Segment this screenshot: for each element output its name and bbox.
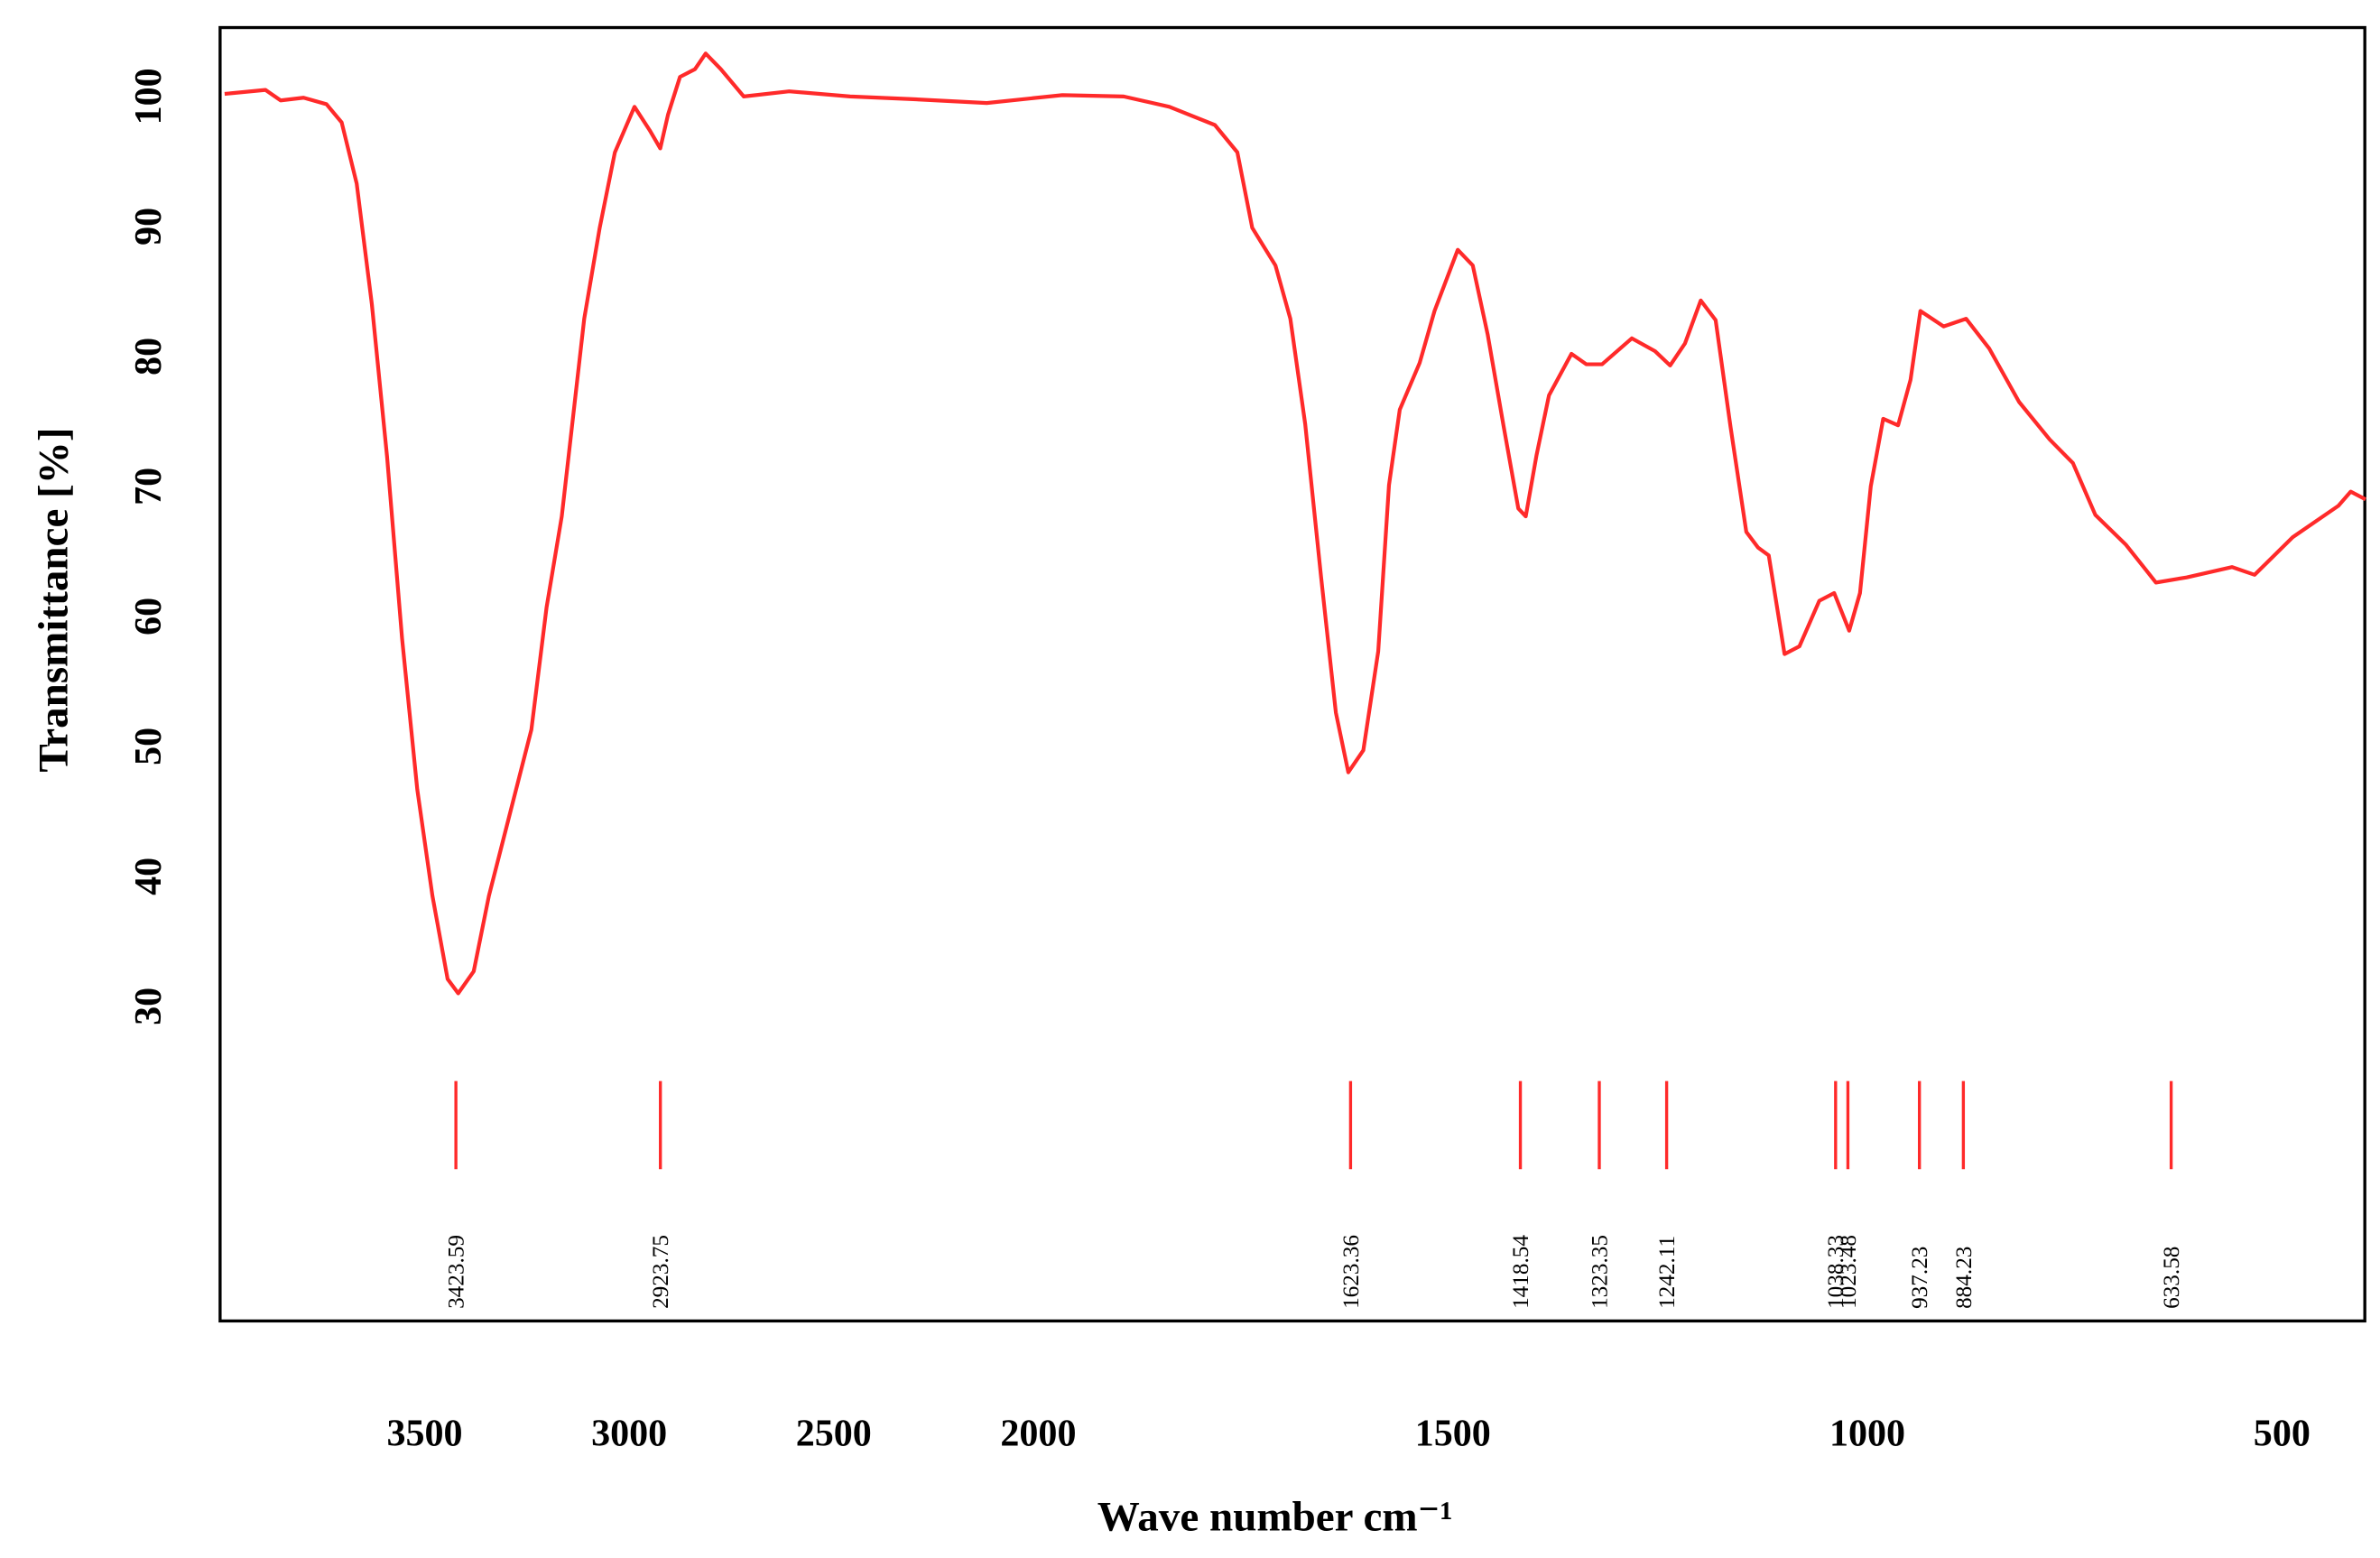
y-tick-label: 60: [128, 598, 170, 635]
peak-label: 1038.33: [1824, 1235, 1848, 1309]
x-tick-label: 500: [2254, 1413, 2311, 1454]
peak-label: 1418.54: [1509, 1235, 1533, 1309]
x-tick-label: 2000: [1000, 1413, 1076, 1454]
x-axis-title: Wave number cm⁻¹: [1097, 1493, 1453, 1540]
y-tick-label: 80: [128, 338, 170, 376]
x-tick-label: 1500: [1415, 1413, 1491, 1454]
peak-label: 1242.11: [1655, 1236, 1680, 1309]
y-tick-label: 40: [128, 858, 170, 895]
y-tick-label: 90: [128, 208, 170, 246]
x-tick-label: 3000: [591, 1413, 667, 1454]
plot-frame: [218, 25, 2366, 1323]
y-tick-label: 100: [128, 68, 170, 125]
peak-label: 1323.35: [1588, 1235, 1612, 1309]
x-tick-label: 3500: [386, 1413, 462, 1454]
y-tick-label: 30: [128, 988, 170, 1025]
peak-label: 1023.48: [1837, 1235, 1861, 1309]
x-tick-label: 2500: [796, 1413, 872, 1454]
peak-label: 1623.36: [1339, 1235, 1364, 1309]
peak-label: 884.23: [1952, 1247, 1977, 1309]
y-tick-label: 70: [128, 468, 170, 505]
spectrum-line: [224, 51, 2366, 996]
peak-label: 937.23: [1908, 1247, 1932, 1309]
peak-label: 2923.75: [649, 1235, 673, 1309]
peak-label: 633.58: [2160, 1247, 2184, 1309]
y-axis-title: Transmittance [%]: [31, 427, 78, 772]
y-tick-label: 50: [128, 728, 170, 765]
x-tick-label: 1000: [1829, 1413, 1905, 1454]
peak-label: 3423.59: [445, 1235, 469, 1309]
